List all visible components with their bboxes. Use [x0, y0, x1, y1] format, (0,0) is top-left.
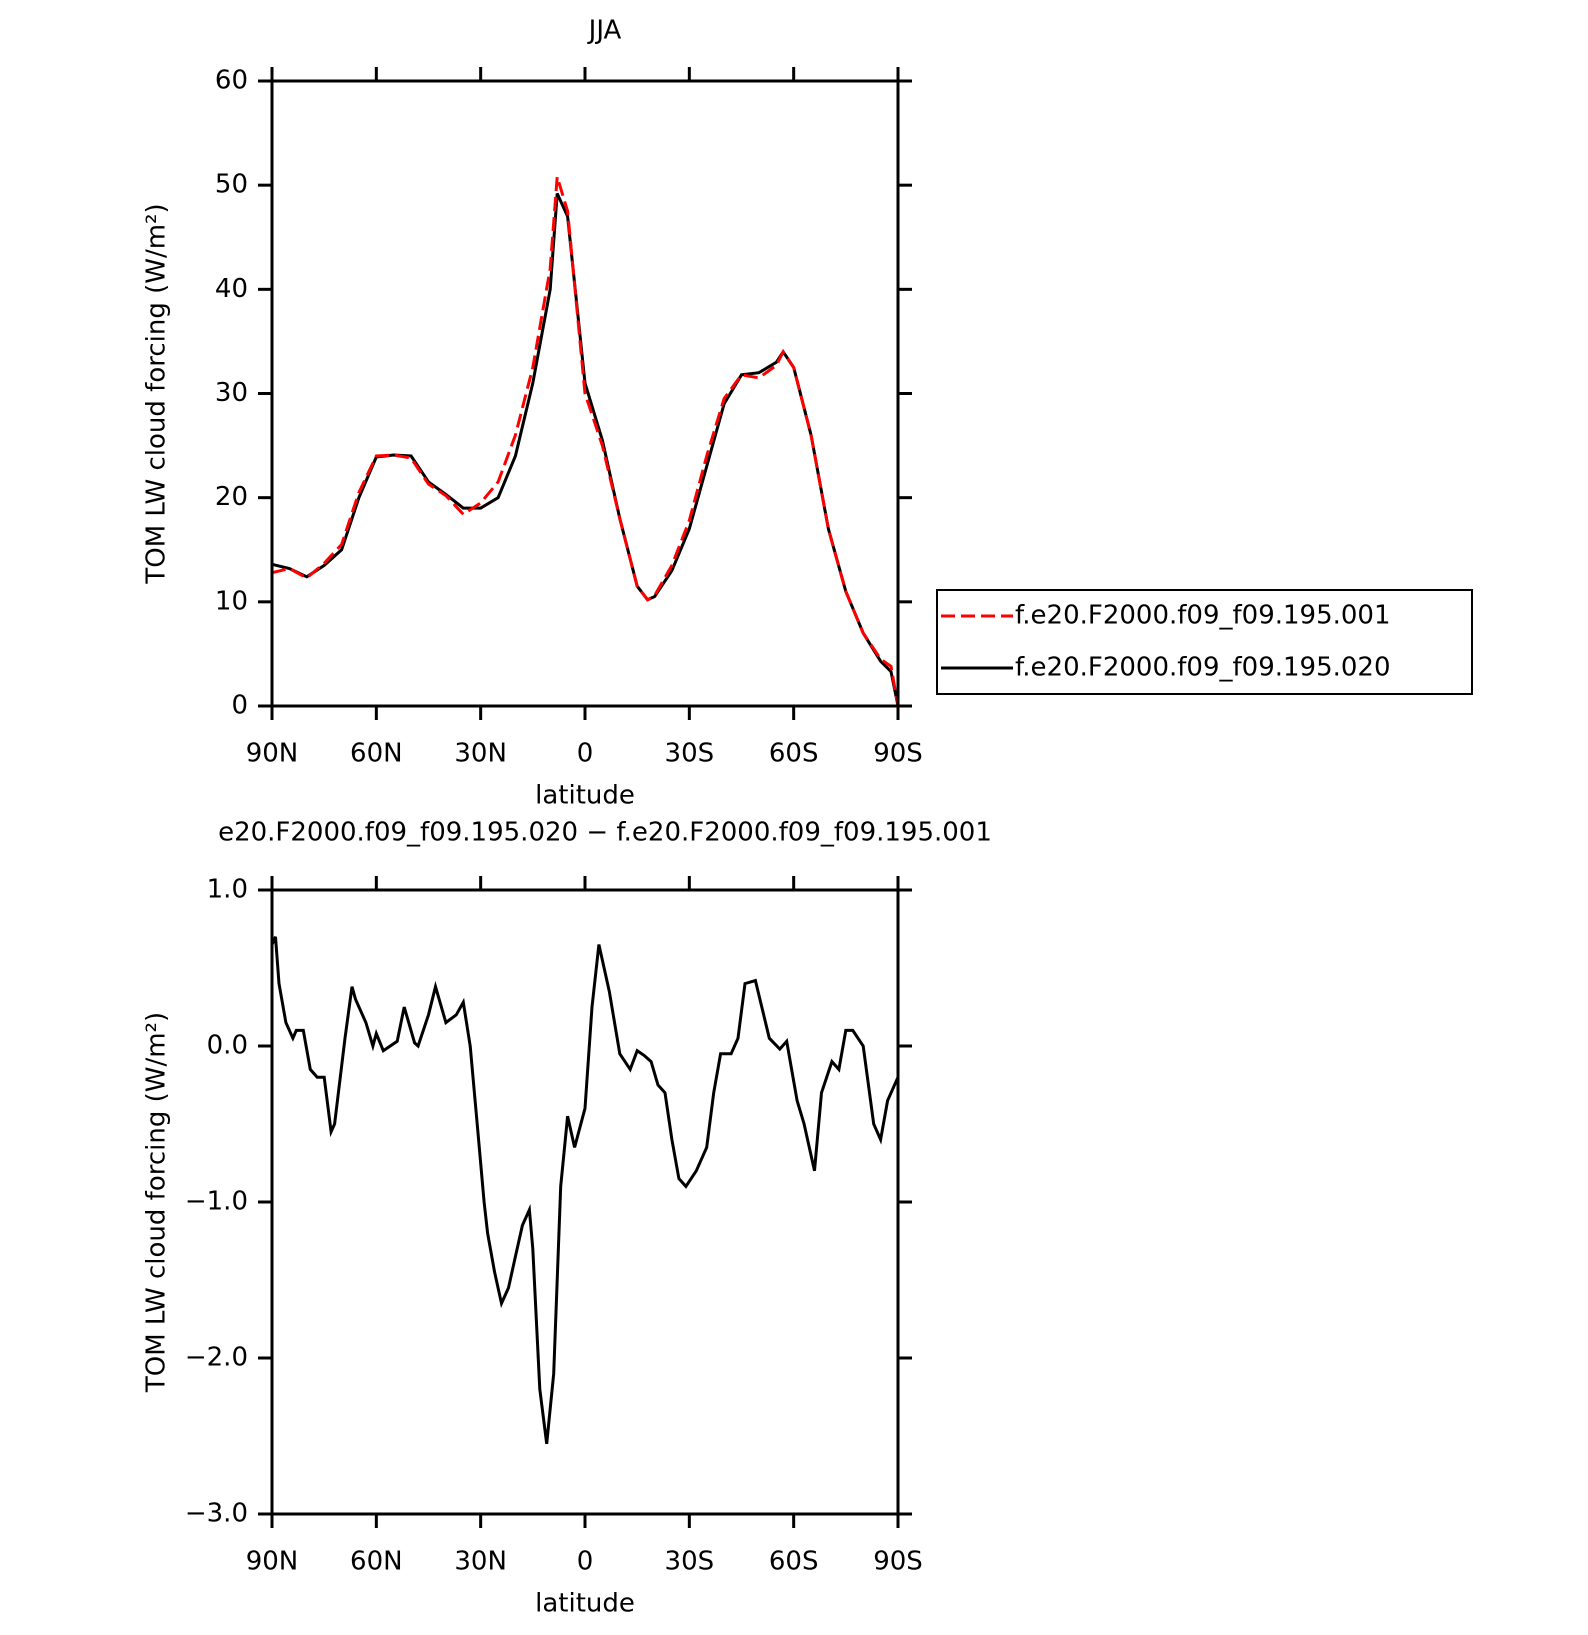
x-tick-label: 30S — [665, 739, 715, 769]
x-tick-label: 60N — [350, 1547, 403, 1577]
x-tick-label: 60S — [769, 739, 819, 769]
data-line — [271, 192, 900, 707]
x-tick-label: 30N — [454, 1547, 507, 1577]
x-tick-label: 90S — [873, 1547, 923, 1577]
y-tick-label: 60 — [215, 66, 248, 96]
y-axis-label: TOM LW cloud forcing (W/m²) — [142, 203, 172, 584]
y-axis-label: TOM LW cloud forcing (W/m²) — [142, 1012, 172, 1393]
x-tick-label: 90N — [246, 739, 299, 769]
x-tick-label: 90N — [246, 1547, 299, 1577]
data-line — [270, 936, 900, 1444]
y-tick-label: 10 — [215, 586, 248, 616]
plot-frame — [270, 888, 900, 1516]
y-tick-label: −3.0 — [185, 1499, 248, 1529]
x-axis-label: latitude — [535, 1589, 635, 1619]
legend-box — [936, 589, 1473, 695]
y-tick-label: −2.0 — [185, 1343, 248, 1373]
y-tick-label: 40 — [215, 274, 248, 304]
legend-label: f.e20.F2000.f09_f09.195.001 — [1015, 601, 1391, 631]
y-tick-label: 20 — [215, 482, 248, 512]
x-tick-label: 0 — [577, 1547, 594, 1577]
y-tick-label: −1.0 — [185, 1187, 248, 1217]
chart-title: e20.F2000.f09_f09.195.020 − f.e20.F2000.… — [218, 818, 992, 848]
x-tick-label: 60N — [350, 739, 403, 769]
chart-title: JJA — [587, 16, 622, 46]
x-tick-label: 60S — [769, 1547, 819, 1577]
x-axis-label: latitude — [535, 781, 635, 811]
x-tick-label: 0 — [577, 739, 594, 769]
x-tick-label: 90S — [873, 739, 923, 769]
y-tick-label: 0 — [231, 691, 248, 721]
plot-frame — [270, 79, 900, 708]
y-tick-label: 30 — [215, 378, 248, 408]
x-tick-label: 30S — [665, 1547, 715, 1577]
y-tick-label: 50 — [215, 170, 248, 200]
data-line — [271, 176, 900, 707]
legend-label: f.e20.F2000.f09_f09.195.020 — [1015, 653, 1391, 683]
x-tick-label: 30N — [454, 739, 507, 769]
y-tick-label: 0.0 — [207, 1031, 248, 1061]
y-tick-label: 1.0 — [207, 875, 248, 905]
